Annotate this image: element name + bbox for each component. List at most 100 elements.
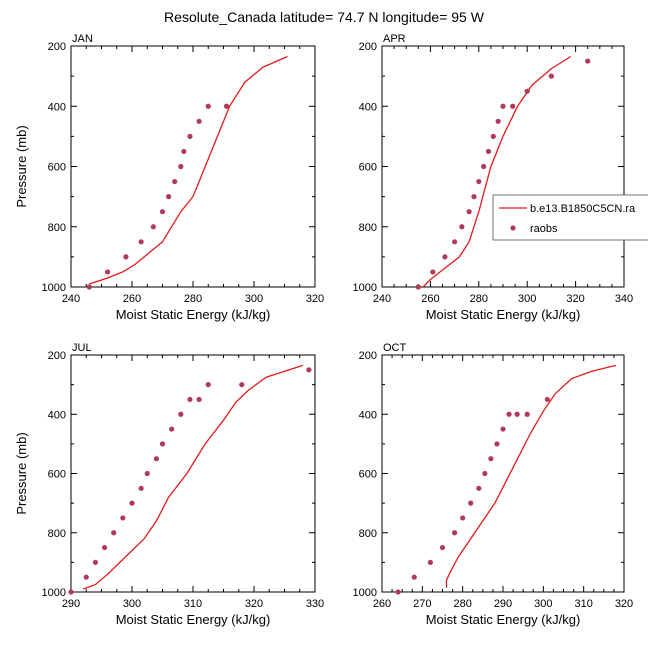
x-axis-label: Moist Static Energy (kJ/kg) <box>116 307 271 322</box>
x-tick-label: 300 <box>534 598 552 610</box>
x-tick-label: 340 <box>615 293 633 305</box>
raobs-point <box>159 441 166 447</box>
raobs-point <box>476 178 482 185</box>
panel-title: JAN <box>72 33 93 45</box>
raobs-point <box>415 284 421 290</box>
raobs-point <box>395 589 401 595</box>
x-tick-label: 330 <box>306 598 324 610</box>
x-tick-label: 260 <box>373 598 391 610</box>
raobs-point <box>524 88 530 94</box>
y-tick-label: 200 <box>48 41 66 53</box>
raobs-point <box>83 574 89 580</box>
raobs-point <box>129 500 135 506</box>
raobs-point <box>153 456 159 462</box>
raobs-point <box>178 163 184 170</box>
x-axis-label: Moist Static Energy (kJ/kg) <box>116 612 271 627</box>
panel-jul: JUL 290 300 310 320 330 200 400 600 800 1000 Moist … <box>14 342 324 627</box>
raobs-point <box>159 209 166 215</box>
panel-title: JUL <box>72 342 92 354</box>
y-tick-label: 800 <box>359 222 377 234</box>
x-tick-label: 280 <box>453 598 471 610</box>
y-tick-label: 1000 <box>42 587 66 599</box>
raobs-point <box>181 148 187 155</box>
y-axis-label: Pressure (mb) <box>14 125 29 207</box>
y-axis-label: Pressure (mb) <box>14 432 29 514</box>
raobs-point <box>111 530 117 536</box>
x-axis-label: Moist Static Energy (kJ/kg) <box>426 307 581 322</box>
x-tick-label: 310 <box>574 598 592 610</box>
x-tick-label: 320 <box>306 293 324 305</box>
x-tick-label: 290 <box>494 598 512 610</box>
raobs-point <box>482 470 488 477</box>
y-tick-label: 400 <box>359 409 377 421</box>
raobs-point <box>86 284 92 290</box>
plot-frame <box>70 354 316 593</box>
panel-apr: APR 240 260 280 300 320 340 200 400 600 800 1000 Moi… <box>353 33 648 322</box>
raobs-point <box>524 411 530 417</box>
model-series-line <box>422 55 572 287</box>
x-tick-label: 280 <box>184 293 202 305</box>
raobs-point <box>101 544 108 551</box>
raobs-point <box>485 148 492 155</box>
raobs-point <box>196 396 202 403</box>
raobs-point <box>187 133 193 139</box>
x-tick-label: 260 <box>421 293 439 305</box>
x-tick-label: 280 <box>470 293 488 305</box>
x-tick-label: 320 <box>566 293 584 305</box>
x-tick-label: 320 <box>615 598 633 610</box>
panel-title: OCT <box>383 342 407 354</box>
raobs-point <box>92 559 98 565</box>
raobs-point <box>439 544 446 551</box>
y-tick-label: 1000 <box>353 587 377 599</box>
x-tick-label: 300 <box>245 293 263 305</box>
x-tick-label: 300 <box>123 598 141 610</box>
raobs-point <box>144 470 150 477</box>
raobs-point <box>411 574 417 580</box>
legend-entry-model: b.e13.B1850C5CN.ra <box>530 203 636 215</box>
plot-frame <box>381 354 625 593</box>
y-tick-label: 600 <box>48 469 66 481</box>
y-tick-label: 1000 <box>353 282 377 294</box>
y-tick-label: 200 <box>359 350 377 362</box>
raobs-point <box>138 485 144 491</box>
raobs-point <box>223 103 230 109</box>
raobs-point <box>452 239 458 245</box>
panels-container: JAN 240 260 280 300 320 200 400 600 800 1000 Moist … <box>14 33 648 627</box>
raobs-point <box>138 239 144 245</box>
legend-dot-swatch <box>510 225 516 231</box>
raobs-point <box>490 133 496 139</box>
raobs-point <box>105 269 111 275</box>
raobs-point <box>187 396 193 403</box>
y-tick-label: 800 <box>48 222 66 234</box>
y-tick-label: 200 <box>359 41 377 53</box>
raobs-point <box>468 500 474 506</box>
raobs-point <box>205 103 211 109</box>
x-tick-label: 310 <box>184 598 202 610</box>
raobs-point <box>442 254 448 260</box>
x-tick-label: 260 <box>123 293 141 305</box>
raobs-point <box>481 163 487 170</box>
y-tick-label: 600 <box>48 162 66 174</box>
y-tick-label: 600 <box>359 162 377 174</box>
raobs-point <box>178 411 184 417</box>
y-tick-label: 200 <box>48 350 66 362</box>
y-tick-label: 400 <box>48 101 66 113</box>
panel-jan: JAN 240 260 280 300 320 200 400 600 800 1000 Moist … <box>14 33 324 322</box>
raobs-point <box>544 396 550 403</box>
legend-entry-raobs: raobs <box>530 223 558 235</box>
y-tick-label: 400 <box>48 409 66 421</box>
y-tick-label: 800 <box>359 528 377 540</box>
raobs-point <box>500 103 506 109</box>
plot-frame <box>70 45 316 288</box>
y-tick-label: 800 <box>48 528 66 540</box>
raobs-point <box>495 118 501 124</box>
raobs-point <box>476 485 482 491</box>
main-title: Resolute_Canada latitude= 74.7 N longitu… <box>164 9 485 25</box>
panel-oct: OCT 260 270 280 290 300 310 320 200 400 600 800 1000… <box>353 342 634 627</box>
x-tick-label: 300 <box>518 293 536 305</box>
raobs-point <box>150 224 156 230</box>
raobs-point <box>169 426 175 432</box>
legend: b.e13.B1850C5CN.ra raobs <box>492 194 648 241</box>
plot-frame <box>381 45 625 288</box>
raobs-point <box>123 254 129 260</box>
